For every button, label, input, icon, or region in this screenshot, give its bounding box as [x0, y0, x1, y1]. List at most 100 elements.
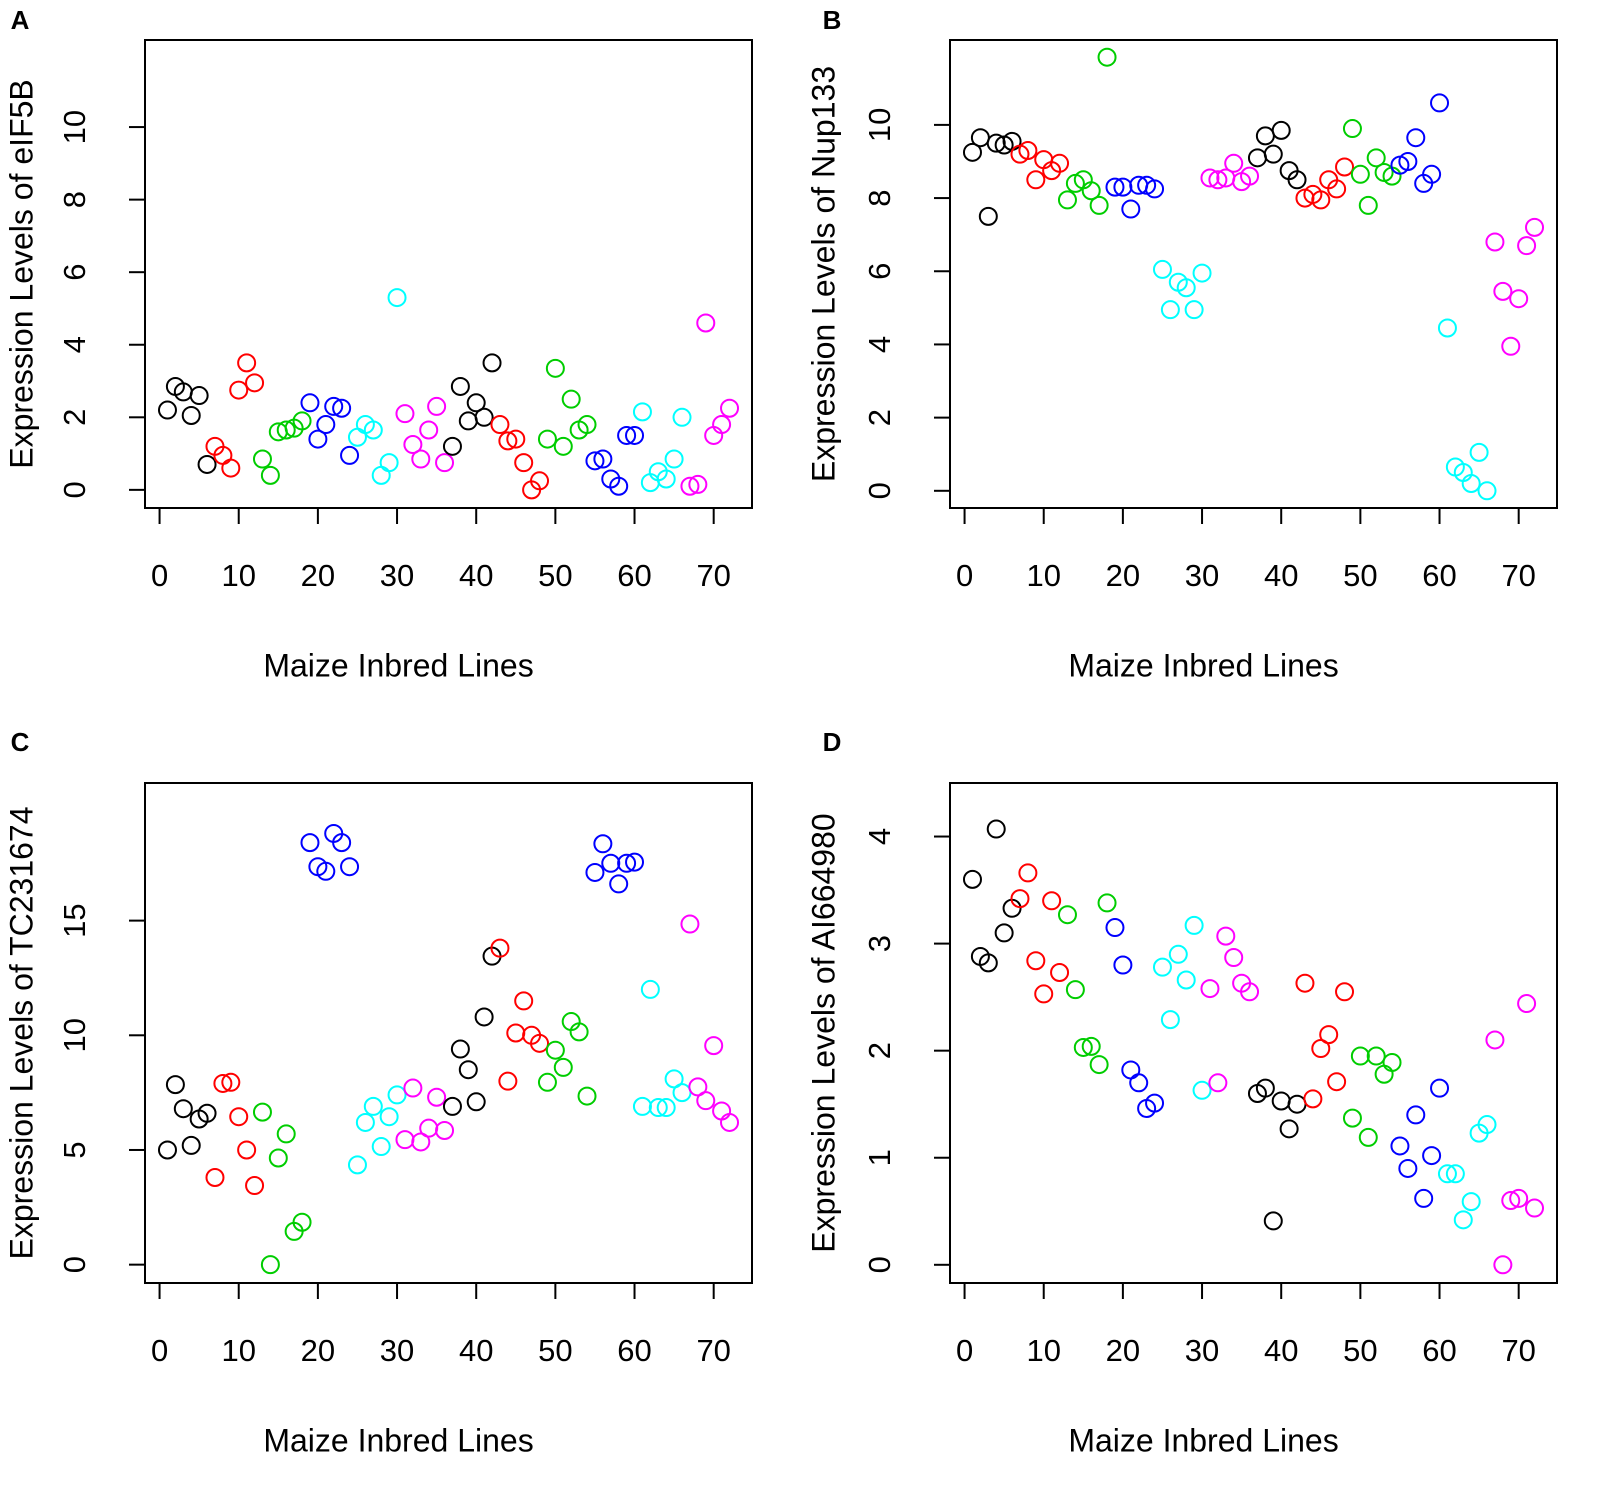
point — [205, 1167, 225, 1187]
point — [577, 1086, 597, 1106]
point — [442, 436, 462, 456]
point — [962, 142, 982, 162]
x-axis-title: Maize Inbred Lines — [1068, 647, 1338, 683]
x-tick-label: 30 — [380, 1333, 414, 1368]
point — [569, 1022, 589, 1042]
point — [379, 1107, 399, 1127]
point — [276, 420, 296, 440]
point — [537, 429, 557, 449]
point — [1319, 1025, 1339, 1045]
x-tick-label: 20 — [301, 1333, 335, 1368]
point — [1073, 1037, 1093, 1057]
point — [1152, 259, 1172, 279]
point — [403, 1078, 423, 1098]
point — [316, 861, 336, 881]
point — [962, 869, 982, 889]
point — [545, 1040, 565, 1060]
point — [632, 1096, 652, 1116]
x-tick-label: 20 — [1106, 558, 1140, 593]
x-tick-label: 10 — [221, 558, 255, 593]
point — [237, 1140, 257, 1160]
point — [181, 405, 201, 425]
point — [1018, 863, 1038, 883]
point — [245, 373, 265, 393]
point — [720, 1112, 740, 1132]
point — [1065, 980, 1085, 1000]
x-tick-label: 60 — [1422, 558, 1456, 593]
point — [696, 1091, 716, 1111]
panel-label: C — [11, 727, 30, 757]
point — [680, 476, 700, 496]
point — [585, 862, 605, 882]
point — [268, 1148, 288, 1168]
point — [1335, 982, 1355, 1002]
point — [1493, 1255, 1513, 1275]
point — [1200, 979, 1220, 999]
point — [1445, 1164, 1465, 1184]
point — [664, 1069, 684, 1089]
point — [696, 313, 716, 333]
point — [1295, 973, 1315, 993]
x-tick-label: 40 — [459, 558, 493, 593]
y-tick-label: 6 — [862, 263, 897, 280]
point — [656, 1098, 676, 1118]
point — [1517, 236, 1537, 256]
point — [197, 454, 217, 474]
point — [1105, 177, 1125, 197]
point — [1034, 984, 1054, 1004]
point — [656, 469, 676, 489]
point — [1121, 199, 1141, 219]
point — [498, 431, 518, 451]
x-tick-label: 30 — [1185, 1333, 1219, 1368]
point — [1366, 1046, 1386, 1066]
x-tick-label: 0 — [956, 558, 973, 593]
point — [252, 449, 272, 469]
point — [435, 1120, 455, 1140]
point — [466, 1092, 486, 1112]
y-tick-label: 0 — [862, 1256, 897, 1273]
point — [1406, 1105, 1426, 1125]
point — [411, 449, 431, 469]
point — [688, 474, 708, 494]
point — [395, 404, 415, 424]
y-tick-label: 8 — [57, 191, 92, 208]
point — [1129, 1073, 1149, 1093]
point — [1501, 336, 1521, 356]
point — [1303, 1089, 1323, 1109]
point — [1263, 1211, 1283, 1231]
point — [292, 411, 312, 431]
point — [1042, 891, 1062, 911]
point — [442, 1096, 462, 1116]
point — [553, 436, 573, 456]
point — [252, 1102, 272, 1122]
point — [1097, 893, 1117, 913]
x-tick-label: 10 — [1026, 558, 1060, 593]
point — [347, 1155, 367, 1175]
point — [1525, 1198, 1545, 1218]
point — [308, 429, 328, 449]
y-tick-label: 15 — [57, 903, 92, 937]
point — [1089, 195, 1109, 215]
point — [585, 451, 605, 471]
point — [1517, 994, 1537, 1014]
point — [1342, 1108, 1362, 1128]
point — [1057, 190, 1077, 210]
y-tick-label: 10 — [57, 1018, 92, 1052]
x-tick-label: 70 — [696, 1333, 730, 1368]
point — [688, 1077, 708, 1097]
point — [347, 427, 367, 447]
x-tick-label: 0 — [956, 1333, 973, 1368]
point — [1437, 318, 1457, 338]
point — [1255, 1078, 1275, 1098]
x-tick-label: 20 — [1106, 1333, 1140, 1368]
x-axis-title: Maize Inbred Lines — [1068, 1422, 1338, 1458]
point — [609, 476, 629, 496]
point — [387, 288, 407, 308]
point — [173, 1099, 193, 1119]
point — [490, 415, 510, 435]
point — [720, 398, 740, 418]
point — [1018, 141, 1038, 161]
point — [1509, 289, 1529, 309]
point — [1335, 157, 1355, 177]
point — [617, 853, 637, 873]
